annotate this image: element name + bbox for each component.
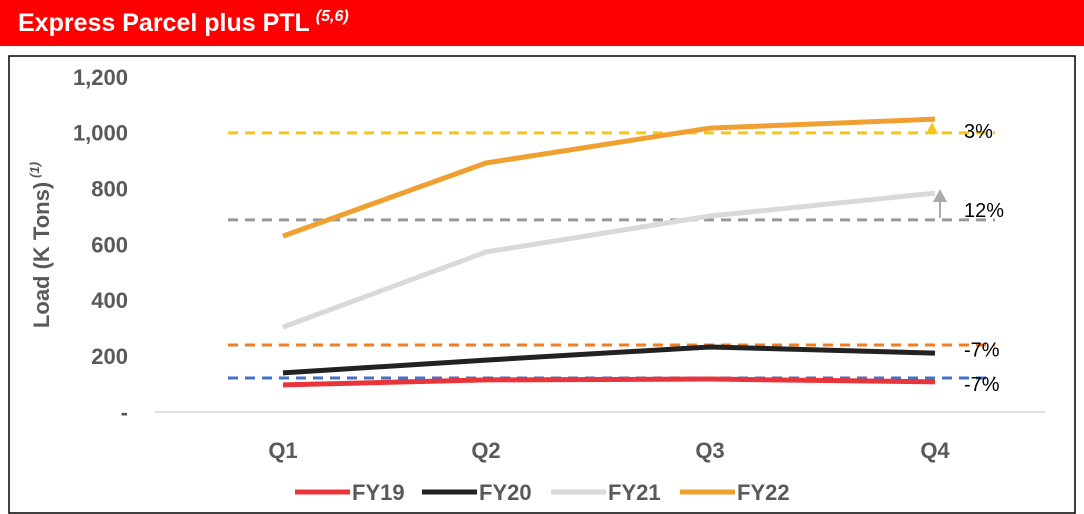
gray-arrow-head — [933, 189, 947, 202]
y-tick-label: 200 — [91, 344, 128, 369]
chart-title: Express Parcel plus PTL (5,6) — [18, 8, 349, 36]
series-line — [282, 116, 936, 239]
y-label-text: Load (K Tons) — [29, 182, 54, 328]
title-text: Express Parcel plus PTL — [18, 9, 310, 37]
legend-label: FY19 — [352, 480, 405, 505]
x-tick-label: Q2 — [471, 438, 500, 463]
legend-label: FY21 — [608, 480, 661, 505]
y-tick-label: - — [121, 400, 128, 425]
y-axis-label: Load (K Tons) (1) — [27, 162, 53, 328]
y-tick-label: 1,200 — [73, 65, 128, 90]
yellow-arrow-head — [926, 122, 938, 134]
y-label-note: (1) — [27, 162, 42, 178]
y-tick-label: 400 — [91, 288, 128, 313]
reference-label: -7% — [964, 339, 1000, 361]
reference-label: 12% — [964, 200, 1004, 222]
x-tick-label: Q1 — [268, 438, 297, 463]
x-tick-label: Q3 — [695, 438, 724, 463]
y-tick-label: 600 — [91, 232, 128, 257]
legend-label: FY20 — [479, 480, 532, 505]
series-line — [282, 190, 936, 330]
series-line — [282, 344, 936, 376]
x-tick-label: Q4 — [920, 438, 950, 463]
header-bar — [0, 0, 1084, 46]
y-tick-label: 800 — [91, 176, 128, 201]
legend-label: FY22 — [737, 480, 790, 505]
reference-label: 3% — [964, 121, 993, 143]
chart-frame — [8, 55, 1076, 514]
title-note: (5,6) — [316, 8, 349, 25]
series-line — [282, 376, 936, 388]
y-tick-label: 1,000 — [73, 121, 128, 146]
reference-label: -7% — [964, 374, 1000, 396]
